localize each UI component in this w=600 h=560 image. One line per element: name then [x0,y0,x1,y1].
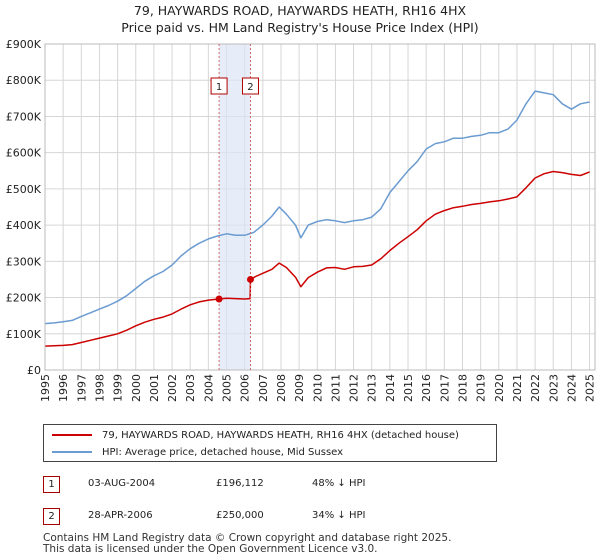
annotation-label: 1 [216,82,222,93]
legend-label-property: 79, HAYWARDS ROAD, HAYWARDS HEATH, RH16 … [102,429,459,441]
x-tick-label: 1996 [57,374,70,402]
price-chart: £0 £100K £200K £300K £400K £500K £600K £700K £80… [6,38,597,402]
x-tick-label: 2009 [293,374,306,402]
sale-marker [215,295,223,303]
y-tick-label: £700K [6,110,42,123]
x-tick-label: 2012 [348,374,361,402]
chart-title: 79, HAYWARDS ROAD, HAYWARDS HEATH, RH16 … [133,3,467,18]
x-tick-label: 2005 [221,374,234,402]
plot-area [45,44,595,370]
x-tick-label: 1995 [39,374,52,402]
x-tick-label: 2010 [311,374,324,402]
x-tick-label: 2007 [257,374,270,402]
chart-subtitle: Price paid vs. HM Land Registry's House … [121,20,479,35]
y-tick-label: £500K [6,183,42,196]
x-tick-label: 2013 [366,374,379,402]
shaded-span [219,44,251,370]
x-tick-label: 2021 [511,374,524,402]
x-tick-label: 2017 [438,374,451,402]
footer-copyright: Contains HM Land Registry data © Crown c… [43,532,452,544]
x-tick-label: 2018 [456,374,469,402]
transaction-price: £196,112 [216,478,264,489]
shaded-period [219,44,251,370]
property-price-line [44,170,590,347]
transaction-hpi: 48% ↓ HPI [312,478,366,489]
x-tick-label: 2016 [420,374,433,402]
x-tick-label: 2000 [130,374,143,402]
x-tick-label: 1998 [93,374,106,402]
y-tick-label: £100K [6,328,42,341]
annotation-box [241,77,259,95]
annotation-box [210,77,228,95]
data-series [44,90,590,347]
x-tick-label: 2002 [166,374,179,402]
legend: 79, HAYWARDS ROAD, HAYWARDS HEATH, RH16 … [43,424,497,462]
x-tick-label: 2014 [384,374,397,402]
x-tick-label: 1999 [112,374,125,402]
x-tick-label: 2022 [529,374,542,402]
y-tick-label: £900K [6,38,42,51]
plot-border [44,43,596,371]
y-tick-label: £200K [6,292,42,305]
transaction-id-badge: 2 [43,508,60,525]
x-tick-label: 2003 [184,374,197,402]
x-tick-label: 1997 [75,374,88,402]
x-tick-label: 2006 [239,374,252,402]
grid-lines [44,43,595,371]
x-tick-label: 2011 [329,374,342,402]
x-tick-label: 2001 [148,374,161,402]
legend-swatch-hpi [52,451,92,453]
y-tick-label: £400K [6,219,42,232]
legend-label-hpi: HPI: Average price, detached house, Mid … [102,446,344,458]
transaction-date: 28-APR-2006 [88,510,153,521]
legend-item-hpi: HPI: Average price, detached house, Mid … [52,444,343,460]
y-tick-label: £0 [27,364,41,377]
footer-licence: This data is licensed under the Open Gov… [43,543,378,555]
x-tick-label: 2008 [275,374,288,402]
x-tick-label: 2024 [565,374,578,402]
x-tick-label: 2020 [493,374,506,402]
axes: £0 £100K £200K £300K £400K £500K £600K £700K £80… [6,38,597,402]
x-tick-label: 2015 [402,374,415,402]
transaction-id-badge: 1 [43,476,60,493]
x-tick-label: 2023 [547,374,560,402]
y-tick-label: £600K [6,147,42,160]
y-tick-label: £300K [6,255,42,268]
x-tick-label: 2019 [475,374,488,402]
legend-swatch-property [52,434,92,436]
annotation-label: 2 [247,82,253,93]
x-tick-label: 2025 [584,374,597,402]
transaction-hpi: 34% ↓ HPI [312,510,366,521]
y-tick-label: £800K [6,74,42,87]
transaction-date: 03-AUG-2004 [88,478,156,489]
x-tick-label: 2004 [202,374,215,402]
transaction-price: £250,000 [216,510,264,521]
hpi-line [44,90,590,325]
legend-item-property: 79, HAYWARDS ROAD, HAYWARDS HEATH, RH16 … [52,427,459,443]
sale-marker [246,275,254,283]
